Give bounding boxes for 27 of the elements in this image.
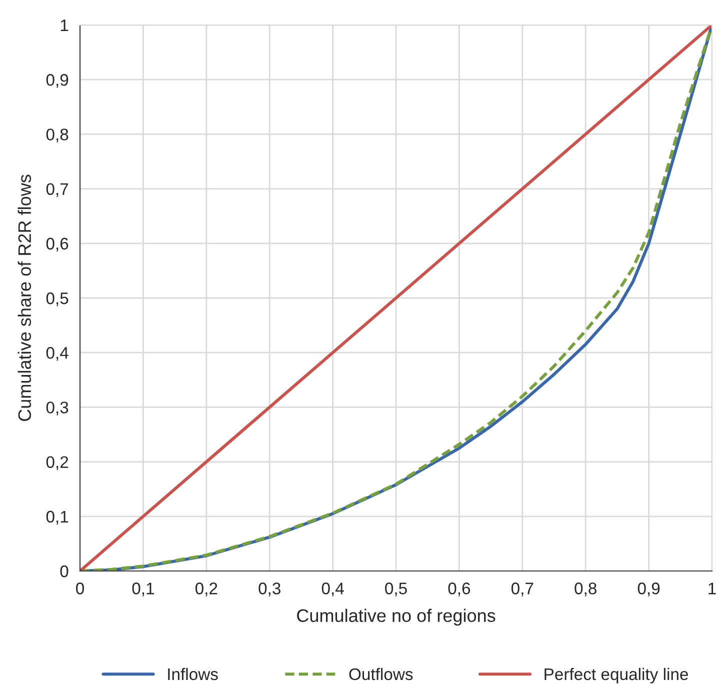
x-tick-label: 0 — [76, 582, 84, 594]
x-tick-label: 0,3 — [258, 582, 280, 596]
x-tick-label: 0,6 — [448, 582, 470, 596]
legend-label: Perfect equality line — [544, 668, 688, 684]
y-tick-label: 0,2 — [46, 456, 68, 470]
y-tick-label: 0,7 — [46, 183, 68, 197]
x-axis-title: Cumulative no of regions — [297, 608, 496, 626]
y-tick-label: 0,3 — [46, 402, 68, 416]
x-tick-label: 1 — [708, 582, 716, 594]
x-tick-label: 0,8 — [574, 582, 596, 596]
legend-label: Inflows — [168, 668, 218, 680]
y-tick-label: 1 — [60, 20, 68, 32]
y-tick-label: 0,6 — [46, 238, 68, 252]
x-tick-label: 0,9 — [638, 582, 660, 596]
y-tick-label: 0,8 — [46, 128, 68, 142]
x-tick-label: 0,5 — [385, 582, 407, 596]
y-tick-label: 0 — [60, 565, 68, 578]
x-tick-label: 0,2 — [195, 582, 218, 596]
x-tick-label: 0,4 — [322, 582, 344, 596]
y-tick-label: 0,4 — [46, 347, 68, 361]
y-tick-label: 0,9 — [46, 74, 68, 88]
y-tick-label: 0,5 — [46, 292, 68, 306]
y-tick-label: 0,1 — [46, 510, 68, 525]
y-axis-title: Cumulative share of R2R flows — [18, 174, 32, 422]
x-tick-label: 0,1 — [132, 582, 154, 596]
x-tick-label: 0,7 — [511, 582, 534, 596]
legend-label: Outflows — [349, 668, 413, 680]
